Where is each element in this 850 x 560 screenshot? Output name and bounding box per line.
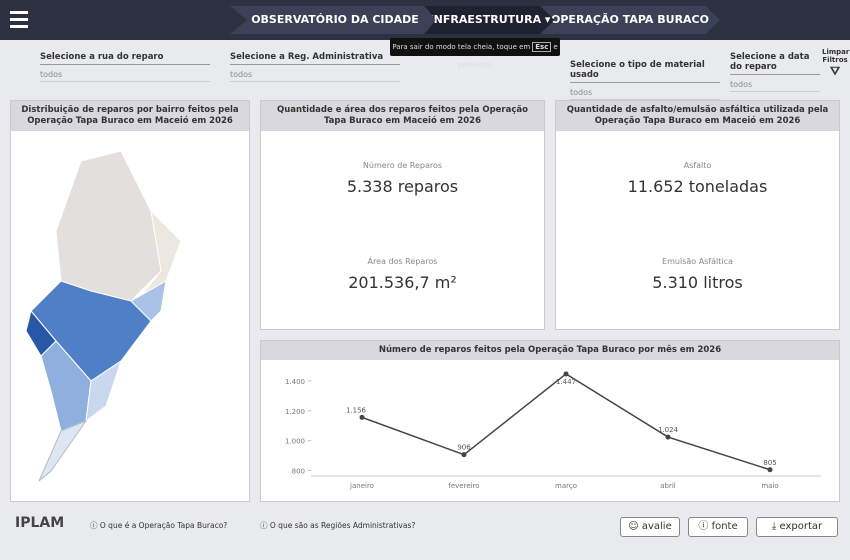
chart-panel: Número de reparos feitos pela Operação T… <box>260 340 840 502</box>
panel-title: Quantidade de asfalto/emulsão asfáltica … <box>556 101 839 131</box>
x-tick-label: janeiro <box>349 482 374 490</box>
kpi-value: 5.310 litros <box>652 273 743 292</box>
point <box>563 371 569 377</box>
button-label: exportar <box>779 521 823 532</box>
avalie-button[interactable]: ☺ avalie <box>620 517 680 537</box>
map[interactable] <box>11 131 249 501</box>
filter-label: Selecione o tipo de material usado <box>570 60 720 83</box>
line <box>361 373 771 471</box>
filter[interactable]: Selecione o tipo de material usado todos <box>570 60 720 100</box>
filter[interactable]: Selecione a Reg. Administrativa todos <box>230 52 400 90</box>
nav-label: OBSERVATÓRIO DA CIDADE <box>251 13 419 26</box>
kpi-label: Número de Reparos <box>362 161 443 170</box>
point <box>359 414 365 420</box>
tooltip-text: Para sair do modo tela cheia, toque em <box>392 43 531 51</box>
data-label: 1.447 <box>556 378 576 386</box>
data-label: 1.156 <box>346 406 367 414</box>
kpi-label: Área dos Reparos <box>367 257 438 266</box>
panel-title: Quantidade e área dos reparos feitos pel… <box>261 101 544 131</box>
filter-label: Selecione a rua do reparo <box>40 52 210 65</box>
map-region <box>38 419 88 482</box>
data-label: 1.024 <box>658 426 679 434</box>
nav-operacao[interactable]: OPERAÇÃO TAPA BURACO <box>540 6 720 34</box>
y-tick-label: 1.200 <box>285 408 305 416</box>
data-label: 906 <box>457 444 471 452</box>
point <box>665 434 671 440</box>
fullscreen-tooltip: Para sair do modo tela cheia, toque em Es… <box>390 38 560 69</box>
clear-filters[interactable]: Limpar Filtros ⛛ <box>822 48 850 78</box>
x-tick-label: março <box>555 482 577 490</box>
line-chart: 800 1.000 1.200 1.400 1.156 906 1.447 1.024 805 j… <box>285 371 821 490</box>
filter-value: todos <box>570 88 720 100</box>
filter-label: Selecione a data do reparo <box>730 52 820 75</box>
map-region <box>130 280 167 322</box>
tooltip-key: Esc <box>532 42 552 52</box>
link-text: O que são as Regiões Administrativas? <box>269 521 416 530</box>
kpi-label: Asfalto <box>683 161 712 170</box>
footer-link[interactable]: ⓘ O que são as Regiões Administrativas? <box>260 521 416 530</box>
panel-title: Distribuição de reparos por bairro feito… <box>11 101 249 131</box>
material-card: Quantidade de asfalto/emulsão asfáltica … <box>555 100 840 330</box>
clear-filters-label: Limpar Filtros <box>822 48 850 64</box>
point <box>767 467 773 473</box>
button-label: fonte <box>711 521 738 532</box>
x-tick-label: fevereiro <box>448 482 479 490</box>
map-panel: Distribuição de reparos por bairro feito… <box>10 100 250 502</box>
chart-title: Número de reparos feitos pela Operação T… <box>261 341 839 360</box>
link-text: O que é a Operação Tapa Buraco? <box>99 521 228 530</box>
point <box>461 452 467 458</box>
filter-value: todos <box>230 70 400 82</box>
filter-value: todos <box>40 70 210 82</box>
footer-logo: IPLAM <box>15 515 65 531</box>
fonte-button[interactable]: ⓘ fonte <box>688 517 748 537</box>
menu-icon[interactable] <box>10 11 28 29</box>
filter[interactable]: Selecione a data do reparo todos <box>730 52 820 92</box>
y-tick-label: 800 <box>292 468 305 476</box>
nav-observatorio[interactable]: OBSERVATÓRIO DA CIDADE <box>230 6 440 34</box>
repairs-card: Quantidade e área dos reparos feitos pel… <box>260 100 545 330</box>
data-label: 805 <box>763 459 776 467</box>
footer-link[interactable]: ⓘ O que é a Operação Tapa Buraco? <box>90 521 228 530</box>
kpi-value: 201.536,7 m² <box>348 273 457 292</box>
y-tick-label: 1.400 <box>285 378 305 386</box>
kpi-value: 11.652 toneladas <box>627 177 768 196</box>
tooltip-text: e pressione <box>458 43 558 69</box>
filter-label: Selecione a Reg. Administrativa <box>230 52 400 65</box>
map-region <box>85 359 122 423</box>
nav-label: INFRAESTRUTURA <box>429 13 542 26</box>
x-tick-label: maio <box>761 482 778 490</box>
map-region <box>55 150 162 302</box>
filter[interactable]: Selecione a rua do reparo todos <box>40 52 210 90</box>
nav-label: OPERAÇÃO TAPA BURACO <box>551 13 709 26</box>
x-tick-label: abril <box>660 482 676 490</box>
y-tick-label: 1.000 <box>285 438 305 446</box>
kpi-value: 5.338 reparos <box>346 177 459 196</box>
top-bar: OBSERVATÓRIO DA CIDADE INFRAESTRUTURA ▾ … <box>0 0 850 40</box>
filter-value: todos <box>730 80 820 92</box>
exportar-button[interactable]: ⤓ exportar <box>756 517 838 537</box>
kpi-label: Emulsão Asfáltica <box>662 257 733 266</box>
button-label: avalie <box>641 521 672 532</box>
nav-infraestrutura[interactable]: INFRAESTRUTURA ▾ <box>425 6 555 34</box>
